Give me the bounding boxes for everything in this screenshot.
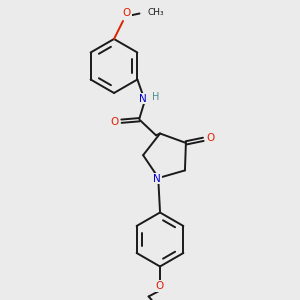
Text: H: H bbox=[152, 92, 159, 102]
Text: O: O bbox=[155, 281, 164, 291]
Text: CH₃: CH₃ bbox=[148, 8, 164, 17]
Text: O: O bbox=[123, 8, 131, 18]
Text: O: O bbox=[111, 117, 119, 127]
Text: O: O bbox=[207, 133, 215, 143]
Text: N: N bbox=[153, 174, 161, 184]
Text: N: N bbox=[139, 94, 147, 104]
